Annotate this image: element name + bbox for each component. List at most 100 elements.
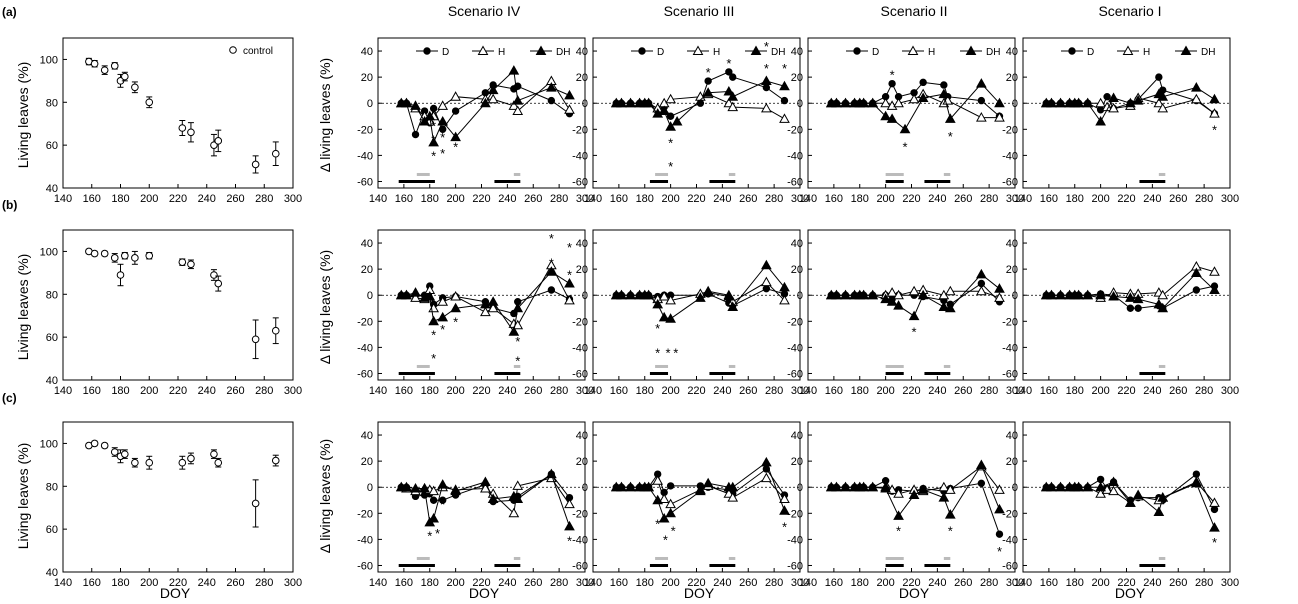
marker-h [994, 292, 1005, 302]
x-tick-label: 160 [83, 577, 101, 589]
marker-dh [665, 313, 676, 323]
y-tick-label: 0 [797, 98, 803, 110]
x-tick-label: 160 [610, 193, 628, 205]
marker-d [423, 47, 431, 55]
control-point [145, 458, 154, 467]
marker-dh [1055, 97, 1066, 108]
significance-star: * [440, 130, 445, 145]
row-label-a: (a) [2, 5, 17, 19]
marker-h [944, 484, 956, 494]
x-tick-label: 220 [687, 577, 705, 589]
x-tick-label: 140 [1014, 577, 1032, 589]
y-tick-label: -60 [572, 368, 588, 380]
marker-dh [428, 315, 439, 326]
control-point [210, 271, 218, 279]
marker-dh [643, 481, 654, 492]
y-tick-label: 20 [791, 456, 803, 468]
x-tick-label: 240 [1143, 193, 1161, 205]
control-point [251, 335, 260, 344]
significance-star: * [668, 135, 673, 150]
x-tick-label: 140 [369, 385, 387, 397]
x-tick-label: 200 [661, 577, 679, 589]
x-tick-label: 180 [851, 385, 869, 397]
marker-dh [437, 311, 449, 322]
x-tick-label: 180 [421, 385, 439, 397]
x-tick-label: 300 [576, 577, 594, 589]
significance-star: * [948, 523, 953, 538]
x-tick-label: 200 [661, 193, 679, 205]
marker-dh [908, 310, 920, 321]
marker-dh [480, 298, 491, 309]
marker-d [1134, 304, 1142, 312]
xlabel-control: DOY [160, 585, 191, 601]
x-tick-label: 240 [498, 577, 516, 589]
marker-h [692, 45, 704, 55]
marker-h [779, 113, 790, 123]
marker-d [1126, 304, 1135, 312]
y-tick-label: -40 [1002, 342, 1018, 354]
control-point [121, 251, 129, 260]
y-tick-label: 0 [1012, 482, 1018, 494]
x-tick-label: 240 [1143, 577, 1161, 589]
marker-h [480, 306, 491, 317]
marker-d [666, 482, 675, 490]
y-tick-label: 80 [46, 97, 58, 109]
marker-dh [487, 493, 499, 503]
column-title-2: Scenario III [664, 3, 735, 19]
marker-dh [1191, 477, 1202, 488]
marker-h [508, 100, 520, 110]
marker-h [437, 100, 449, 110]
marker-dh [727, 91, 739, 101]
marker-dh [880, 483, 891, 493]
legend-label: D [872, 47, 879, 58]
y-tick-label: 40 [1006, 430, 1018, 442]
marker-dh [1055, 289, 1066, 300]
marker-dh [899, 123, 911, 134]
xlabel-scenario-iii: DOY [684, 585, 715, 601]
control-point [271, 456, 280, 465]
marker-dh [643, 289, 654, 300]
marker-h [1157, 289, 1169, 300]
x-tick-label: 300 [576, 193, 594, 205]
x-tick-label: 280 [255, 385, 273, 397]
x-tick-label: 140 [54, 577, 72, 589]
y-tick-label: 80 [46, 481, 58, 493]
marker-dh [938, 492, 950, 502]
y-tick-label: -20 [787, 316, 803, 328]
marker-h [508, 507, 520, 518]
y-tick-label: 40 [361, 46, 373, 58]
x-tick-label: 240 [928, 385, 946, 397]
significance-star: * [431, 327, 436, 342]
marker-dh [512, 493, 524, 503]
significance-star: * [666, 346, 671, 361]
marker-d [1192, 286, 1201, 294]
marker-dh [702, 287, 714, 297]
marker-d [1210, 505, 1219, 514]
x-tick-label: 240 [198, 193, 216, 205]
x-tick-label: 200 [661, 385, 679, 397]
marker-d [762, 284, 771, 293]
marker-h [410, 292, 421, 302]
control-point [121, 72, 129, 81]
control-point [121, 450, 129, 458]
legend-label: H [928, 47, 935, 58]
control-point [131, 458, 139, 467]
marker-dh [665, 121, 676, 131]
y-tick-label: 20 [1006, 72, 1018, 84]
plot-frame [1022, 37, 1231, 189]
significance-star: * [515, 334, 520, 349]
marker-d [438, 496, 447, 504]
control-point [100, 66, 109, 74]
marker-h [1209, 108, 1220, 118]
x-tick-label: 220 [472, 193, 490, 205]
control-point [178, 258, 187, 266]
marker-h [564, 104, 575, 114]
x-tick-label: 200 [446, 385, 464, 397]
marker-dh [1108, 476, 1119, 486]
x-tick-label: 200 [140, 577, 158, 589]
marker-dh [512, 302, 524, 313]
marker-d [940, 81, 948, 89]
marker-dh [546, 266, 557, 276]
y-tick-label: -40 [572, 342, 588, 354]
y-tick-label: 20 [791, 72, 803, 84]
